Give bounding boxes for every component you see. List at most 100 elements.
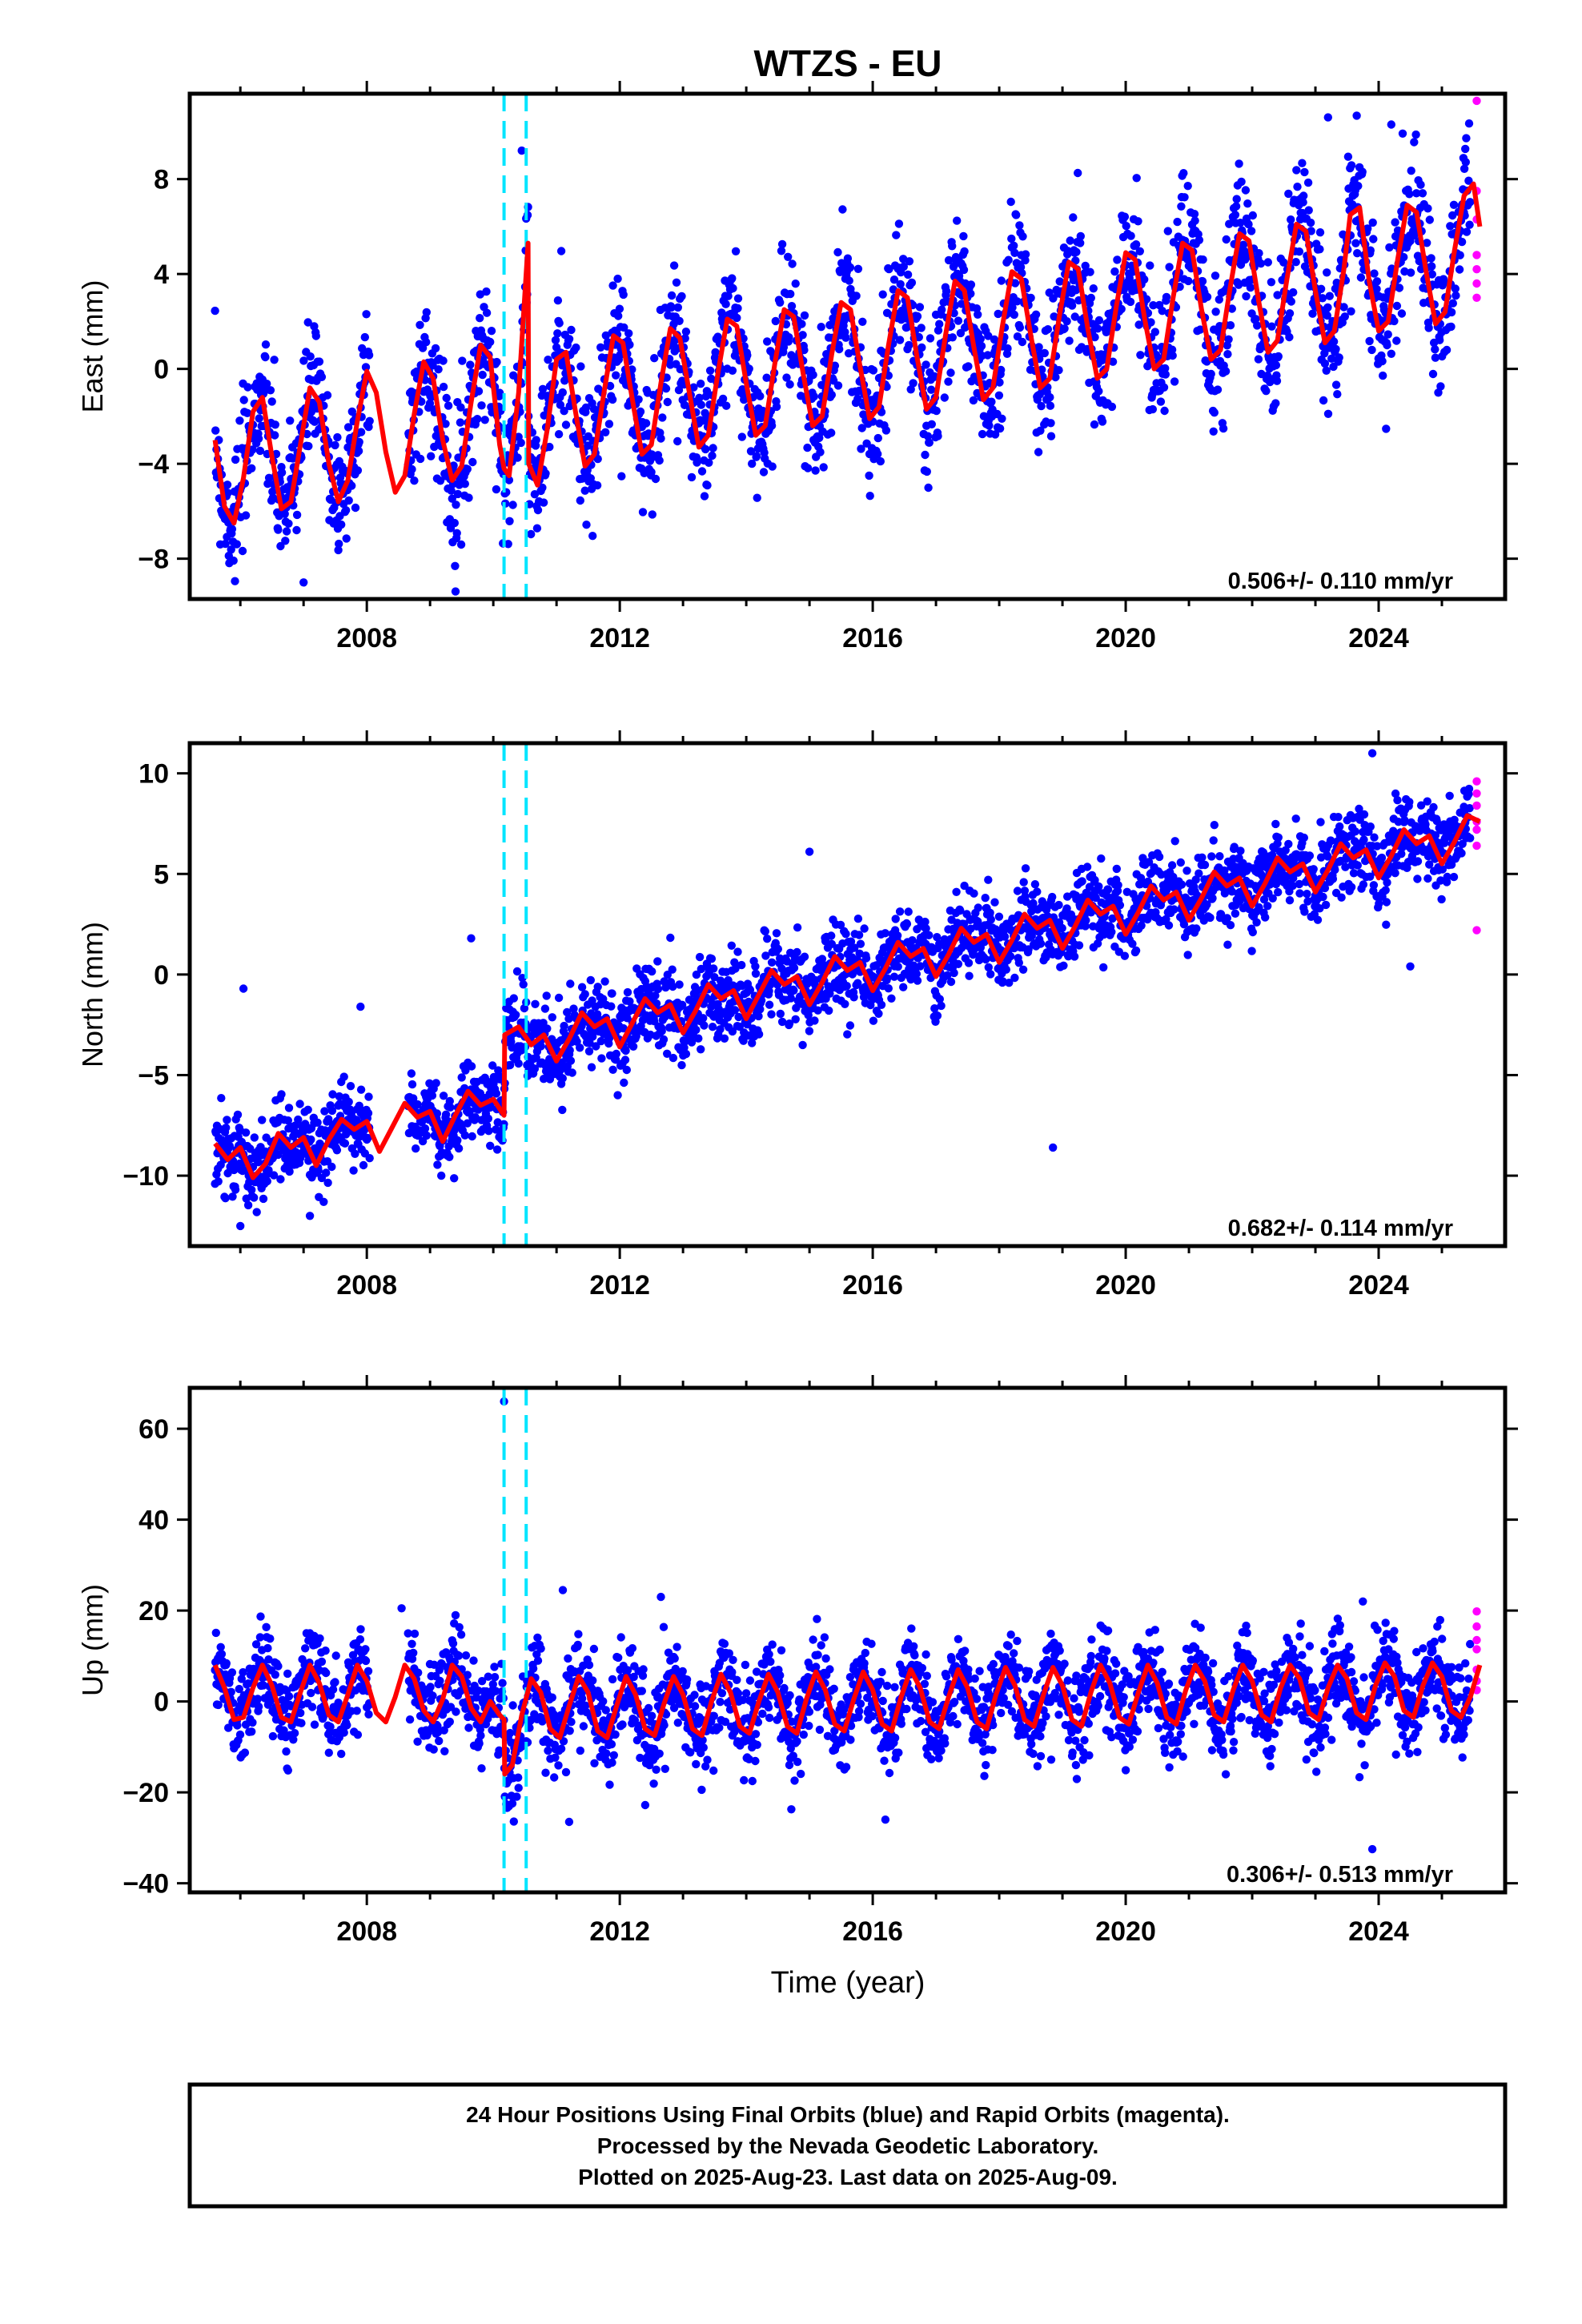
final-orbit-point — [1466, 198, 1475, 207]
final-orbit-point — [1170, 837, 1179, 846]
final-orbit-point — [1072, 247, 1081, 256]
final-orbit-point — [364, 351, 374, 360]
final-orbit-point — [905, 257, 914, 266]
final-orbit-point — [974, 310, 982, 319]
final-orbit-point — [1411, 130, 1420, 139]
y-tick-label: −8 — [138, 545, 169, 575]
final-orbit-point — [1305, 851, 1315, 860]
final-orbit-point — [1144, 858, 1154, 866]
final-orbit-point — [442, 393, 451, 403]
x-tick-label: 2008 — [336, 623, 397, 653]
final-orbit-point — [1117, 304, 1126, 314]
final-orbit-point — [1158, 307, 1166, 316]
final-orbit-point — [456, 540, 466, 549]
final-orbit-point — [1220, 866, 1229, 875]
final-orbit-point — [987, 397, 996, 406]
chart-title: WTZS - EU — [753, 42, 942, 84]
final-orbit-point — [695, 393, 704, 402]
final-orbit-point — [508, 501, 517, 509]
final-orbit-point — [554, 993, 564, 1003]
final-orbit-point — [1248, 927, 1258, 937]
final-orbit-point — [1177, 202, 1186, 211]
final-orbit-point — [728, 1027, 737, 1036]
final-orbit-point — [1146, 261, 1154, 270]
final-orbit-point — [248, 445, 257, 454]
final-orbit-point — [994, 912, 1004, 921]
final-orbit-point — [954, 959, 963, 969]
final-orbit-point — [1461, 144, 1470, 154]
final-orbit-point — [648, 967, 656, 976]
final-orbit-point — [1267, 278, 1276, 287]
final-orbit-point — [360, 332, 369, 342]
final-orbit-point — [1366, 246, 1375, 255]
final-orbit-point — [277, 1090, 286, 1099]
final-orbit-point — [782, 373, 791, 382]
final-orbit-point — [1010, 248, 1019, 257]
final-orbit-point — [1255, 249, 1263, 258]
final-orbit-point — [724, 292, 733, 300]
final-orbit-point — [425, 399, 435, 408]
final-orbit-point — [1018, 337, 1027, 347]
final-orbit-point — [530, 490, 540, 499]
final-orbit-point — [984, 963, 994, 972]
final-orbit-point — [1335, 353, 1343, 362]
final-orbit-point — [791, 1015, 800, 1024]
final-orbit-point — [1114, 881, 1122, 890]
final-orbit-point — [1239, 240, 1248, 249]
final-orbit-point — [1110, 267, 1119, 276]
final-orbit-point — [254, 434, 263, 443]
final-orbit-point — [716, 1025, 725, 1034]
final-orbit-point — [909, 379, 917, 388]
final-orbit-point — [1010, 973, 1019, 983]
final-orbit-point — [450, 518, 459, 528]
final-orbit-point — [1120, 212, 1130, 221]
final-orbit-point — [1070, 312, 1079, 321]
final-orbit-point — [1005, 979, 1014, 987]
final-orbit-point — [1247, 227, 1256, 235]
final-orbit-point — [1082, 916, 1090, 925]
final-orbit-point — [1000, 932, 1010, 941]
final-orbit-point — [247, 464, 256, 472]
final-orbit-point — [477, 401, 486, 410]
final-orbit-point — [1184, 276, 1193, 286]
final-orbit-point — [1170, 905, 1178, 914]
final-orbit-point — [337, 520, 346, 529]
final-orbit-point — [560, 1021, 568, 1031]
final-orbit-point — [709, 444, 717, 452]
final-orbit-point — [1231, 211, 1240, 219]
final-orbit-point — [1452, 291, 1460, 300]
final-orbit-point — [942, 287, 951, 296]
final-orbit-point — [280, 509, 289, 518]
final-orbit-point — [1252, 918, 1261, 927]
final-orbit-point — [858, 317, 867, 326]
final-orbit-point — [1306, 218, 1315, 227]
final-orbit-point — [935, 995, 945, 1003]
final-orbit-point — [874, 1009, 883, 1019]
final-orbit-point — [1182, 866, 1191, 875]
final-orbit-point — [587, 1063, 596, 1072]
final-orbit-point — [292, 525, 301, 535]
final-orbit-point — [676, 364, 685, 374]
final-orbit-point — [580, 990, 589, 999]
final-orbit-point — [1356, 273, 1366, 282]
rapid-orbit-point — [1472, 265, 1481, 274]
final-orbit-point — [925, 438, 934, 447]
final-orbit-point — [733, 304, 742, 313]
final-orbit-point — [538, 483, 547, 493]
final-orbit-point — [905, 340, 913, 350]
final-orbit-point — [480, 416, 489, 424]
final-orbit-point — [1210, 821, 1219, 830]
final-orbit-point — [478, 370, 487, 380]
final-orbit-point — [1094, 316, 1104, 325]
final-orbit-point — [745, 364, 753, 373]
final-orbit-point — [227, 525, 237, 533]
final-orbit-point — [1427, 262, 1436, 271]
final-orbit-point — [532, 436, 540, 444]
final-orbit-point — [695, 952, 705, 962]
final-orbit-point — [845, 1021, 855, 1030]
final-orbit-point — [533, 505, 543, 515]
final-orbit-point — [710, 973, 719, 982]
final-orbit-point — [675, 980, 684, 989]
final-orbit-point — [865, 471, 873, 480]
